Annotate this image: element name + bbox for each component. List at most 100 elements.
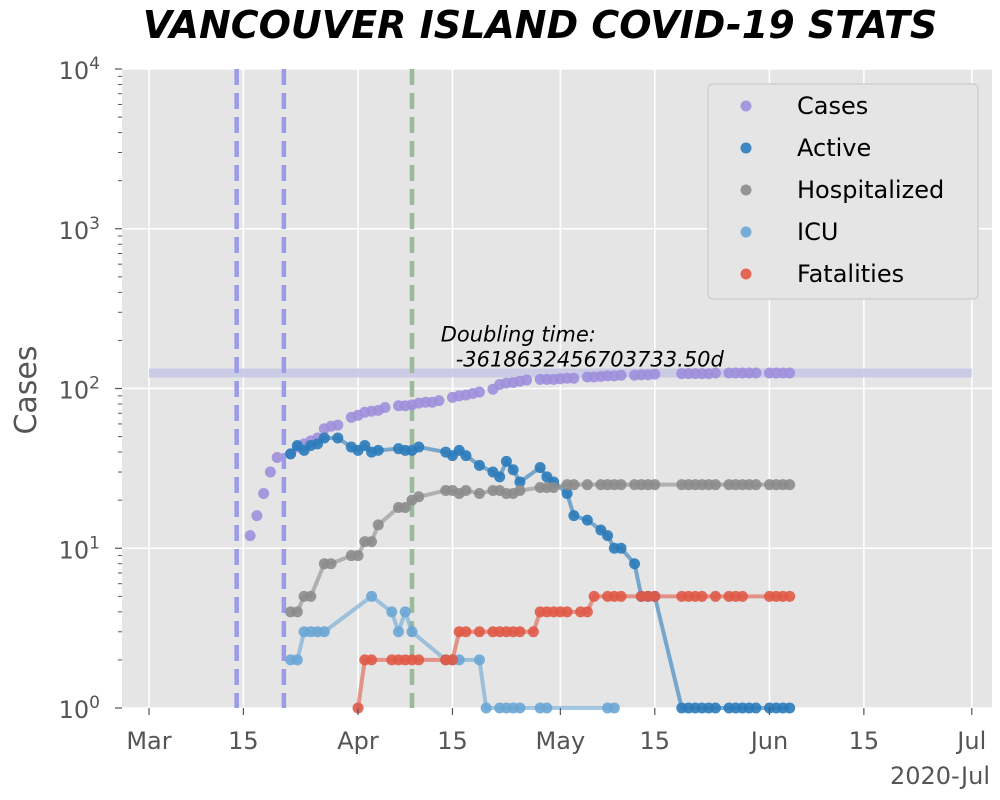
- icu-point: [473, 654, 485, 666]
- cases-point: [433, 395, 445, 407]
- active-point: [473, 459, 485, 471]
- fatalities-point: [527, 626, 539, 638]
- fatalities-point: [581, 606, 593, 618]
- fatalities-point: [649, 590, 661, 602]
- hospitalized-point: [413, 491, 425, 503]
- legend-marker-fatalities: [740, 268, 752, 280]
- hospitalized-point: [581, 479, 593, 491]
- series-hospitalized: [285, 479, 796, 618]
- x-tick-label: 15: [640, 727, 671, 755]
- cases-point: [750, 367, 762, 379]
- active-point: [534, 462, 546, 474]
- hospitalized-point: [514, 484, 526, 496]
- cases-point: [244, 530, 256, 542]
- legend: Cases Active Hospitalized ICU Fatalities: [707, 83, 979, 300]
- cases-point: [379, 402, 391, 414]
- x-offset-label: 2020-Jul: [890, 762, 990, 790]
- active-point: [629, 558, 641, 570]
- series-fatalities: [352, 590, 796, 714]
- icu-point: [608, 702, 620, 714]
- fatalities-point: [784, 590, 796, 602]
- active-point: [514, 476, 526, 488]
- cases-point: [649, 368, 661, 380]
- legend-box: [707, 83, 979, 300]
- y-tick-label: 101: [59, 533, 100, 564]
- active-point: [602, 530, 614, 542]
- hospitalized-point: [750, 479, 762, 491]
- cases-point: [473, 386, 485, 398]
- cases-point: [568, 372, 580, 384]
- y-tick-label: 104: [59, 54, 100, 85]
- legend-marker-hospitalized: [740, 184, 752, 196]
- vertical-lines: [234, 69, 415, 708]
- active-point: [581, 514, 593, 526]
- active-point: [709, 702, 721, 714]
- hospitalized-point: [473, 488, 485, 500]
- legend-label-icu: ICU: [797, 218, 838, 246]
- hospitalized-point: [568, 479, 580, 491]
- y-axis: 100 101 102 103 104: [59, 54, 122, 724]
- legend-label-cases: Cases: [797, 92, 868, 120]
- annotation-line-2: -3618632456703733.50d: [456, 348, 725, 372]
- cases-point: [264, 466, 276, 478]
- hospitalized-point: [325, 558, 337, 570]
- hospitalized-point: [399, 501, 411, 513]
- hospitalized-point: [291, 606, 303, 618]
- active-point: [784, 702, 796, 714]
- hospitalized-point: [366, 536, 378, 548]
- cases-point: [709, 367, 721, 379]
- active-point: [413, 441, 425, 453]
- cases-point: [251, 510, 263, 522]
- hospitalized-point: [305, 590, 317, 602]
- hospitalized-point: [352, 550, 364, 562]
- active-point: [494, 471, 506, 483]
- fatalities-point: [473, 626, 485, 638]
- active-point: [285, 448, 297, 460]
- legend-marker-cases: [740, 100, 752, 112]
- legend-label-fatalities: Fatalities: [797, 260, 904, 288]
- active-point: [318, 432, 330, 444]
- fatalities-point: [366, 654, 378, 666]
- legend-marker-icu: [740, 226, 752, 238]
- cases-point: [784, 367, 796, 379]
- active-point: [500, 455, 512, 467]
- cases-point: [615, 369, 627, 381]
- icu-point: [514, 702, 526, 714]
- fatalities-point: [736, 590, 748, 602]
- fatalities-point: [709, 590, 721, 602]
- hospitalized-point: [709, 479, 721, 491]
- legend-label-hospitalized: Hospitalized: [797, 176, 944, 204]
- cases-point: [271, 451, 283, 463]
- icu-point: [480, 702, 492, 714]
- active-point: [460, 450, 472, 462]
- icu-point: [399, 606, 411, 618]
- fatalities-point: [561, 606, 573, 618]
- active-point: [332, 432, 344, 444]
- fatalities-point: [413, 654, 425, 666]
- series-cases: [244, 367, 796, 542]
- x-tick-label: 15: [228, 727, 259, 755]
- x-tick-label: Jun: [749, 727, 789, 755]
- x-tick-label: Jul: [955, 727, 986, 755]
- hospitalized-point: [548, 482, 560, 494]
- icu-point: [366, 590, 378, 602]
- active-point: [359, 439, 371, 451]
- icu-point: [393, 626, 405, 638]
- fatalities-point: [588, 590, 600, 602]
- hospitalized-point: [784, 479, 796, 491]
- y-tick-label: 100: [59, 693, 100, 724]
- fatalities-point: [460, 626, 472, 638]
- chart-title: VANCOUVER ISLAND COVID-19 STATS: [143, 3, 938, 47]
- icu-point: [541, 702, 553, 714]
- annotation: Doubling time: -3618632456703733.50d: [441, 323, 725, 372]
- fatalities-point: [696, 590, 708, 602]
- active-point: [750, 702, 762, 714]
- active-point: [561, 488, 573, 500]
- fatalities-point: [446, 654, 458, 666]
- fatalities-point: [514, 626, 526, 638]
- active-point: [568, 510, 580, 522]
- x-tick-label: Mar: [126, 727, 171, 755]
- icu-point: [318, 626, 330, 638]
- x-tick-label: Apr: [337, 727, 379, 755]
